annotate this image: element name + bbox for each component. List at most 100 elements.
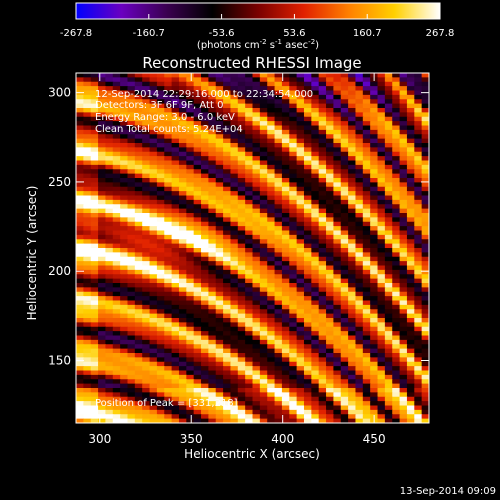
- heatmap-cell: [134, 366, 143, 372]
- heatmap-cell: [281, 366, 290, 372]
- heatmap-cell: [355, 401, 364, 407]
- heatmap-cell: [76, 388, 84, 393]
- heatmap-cell: [142, 160, 151, 166]
- heatmap-cell: [90, 353, 99, 358]
- heatmap-cell: [303, 94, 312, 100]
- heatmap-cell: [399, 143, 408, 148]
- heatmap-cell: [348, 274, 357, 280]
- heatmap-cell: [230, 278, 239, 284]
- heatmap-cell: [281, 248, 290, 253]
- heatmap-cell: [142, 339, 151, 345]
- heatmap-cell: [178, 318, 187, 323]
- heatmap-cell: [333, 121, 342, 127]
- heatmap-cell: [303, 164, 312, 170]
- heatmap-cell: [267, 274, 276, 280]
- heatmap-cell: [237, 361, 246, 367]
- heatmap-cell: [296, 234, 305, 240]
- heatmap-cell: [414, 217, 423, 223]
- heatmap-cell: [134, 160, 143, 166]
- heatmap-cell: [164, 392, 173, 398]
- heatmap-cell: [127, 357, 136, 363]
- heatmap-cell: [252, 125, 261, 131]
- heatmap-cell: [105, 256, 114, 262]
- heatmap-cell: [208, 81, 217, 87]
- heatmap-cell: [215, 90, 224, 96]
- heatmap-cell: [414, 361, 423, 367]
- heatmap-cell: [186, 287, 195, 293]
- heatmap-cell: [370, 239, 379, 245]
- heatmap-cell: [384, 348, 393, 354]
- heatmap-cell: [90, 138, 99, 144]
- heatmap-cell: [289, 99, 298, 105]
- heatmap-cell: [289, 164, 298, 170]
- heatmap-cell: [318, 331, 327, 337]
- heatmap-cell: [223, 405, 232, 411]
- heatmap-cell: [377, 296, 386, 302]
- heatmap-cell: [399, 138, 408, 144]
- heatmap-cell: [245, 379, 254, 385]
- heatmap-cell: [215, 396, 224, 402]
- heatmap-cell: [399, 283, 408, 288]
- x-tick-label: 300: [88, 432, 111, 446]
- heatmap-cell: [333, 379, 342, 385]
- heatmap-cell: [348, 331, 357, 337]
- heatmap-cell: [120, 322, 129, 328]
- heatmap-cell: [171, 379, 180, 385]
- heatmap-cell: [392, 370, 401, 376]
- heatmap-cell: [340, 265, 349, 271]
- heatmap-cell: [303, 73, 312, 78]
- heatmap-cell: [127, 191, 136, 197]
- heatmap-cell: [274, 178, 283, 183]
- heatmap-cell: [348, 234, 357, 240]
- y-axis-label: Heliocentric Y (arcsec): [25, 186, 39, 321]
- heatmap-cell: [333, 265, 342, 271]
- heatmap-cell: [127, 121, 136, 127]
- heatmap-cell: [120, 178, 129, 183]
- heatmap-cell: [142, 261, 151, 267]
- heatmap-cell: [120, 239, 129, 245]
- heatmap-cell: [252, 309, 261, 315]
- heatmap-cell: [333, 86, 342, 92]
- heatmap-cell: [208, 265, 217, 271]
- heatmap-cell: [245, 134, 254, 140]
- heatmap-cell: [112, 213, 121, 218]
- heatmap-cell: [333, 199, 342, 205]
- heatmap-cell: [384, 208, 393, 214]
- heatmap-cell: [318, 230, 327, 236]
- heatmap-cell: [245, 339, 254, 345]
- heatmap-cell: [303, 383, 312, 389]
- heatmap-cell: [171, 383, 180, 389]
- heatmap-cell: [127, 169, 136, 175]
- heatmap-cell: [112, 129, 121, 135]
- heatmap-cell: [362, 199, 371, 205]
- heatmap-cell: [193, 213, 202, 218]
- heatmap-cell: [223, 230, 232, 236]
- heatmap-cell: [134, 195, 143, 201]
- heatmap-cell: [112, 182, 121, 188]
- heatmap-cell: [105, 116, 114, 122]
- heatmap-cell: [230, 252, 239, 258]
- heatmap-cell: [392, 418, 401, 423]
- heatmap-cell: [333, 313, 342, 319]
- heatmap-cell: [267, 265, 276, 271]
- heatmap-cell: [289, 335, 298, 341]
- heatmap-cell: [252, 339, 261, 345]
- heatmap-cell: [127, 73, 136, 78]
- heatmap-cell: [303, 313, 312, 319]
- heatmap-cell: [90, 283, 99, 288]
- heatmap-cell: [208, 383, 217, 389]
- heatmap-cell: [142, 116, 151, 122]
- heatmap-cell: [156, 164, 165, 170]
- x-axis-label: Heliocentric X (arcsec): [184, 447, 320, 461]
- heatmap-cell: [178, 208, 187, 214]
- heatmap-cell: [252, 248, 261, 253]
- heatmap-cell: [223, 409, 232, 415]
- heatmap-cell: [105, 296, 114, 302]
- heatmap-cell: [340, 77, 349, 83]
- heatmap-cell: [90, 199, 99, 205]
- heatmap-cell: [156, 204, 165, 210]
- heatmap-cell: [127, 94, 136, 100]
- heatmap-cell: [76, 366, 84, 372]
- heatmap-cell: [193, 414, 202, 420]
- heatmap-cell: [149, 99, 158, 105]
